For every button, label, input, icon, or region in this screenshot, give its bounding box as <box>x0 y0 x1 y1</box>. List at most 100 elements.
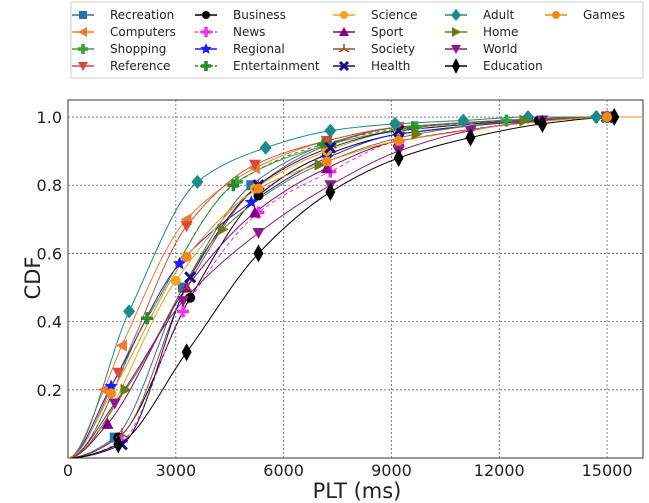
legend-label-sport: Sport <box>371 25 404 39</box>
series-markers <box>97 108 620 454</box>
tick-labels: 0 3000 6000 9000 12000 15000 0.2 0.4 0.6 0.8 1.0 <box>37 108 633 480</box>
legend-label-health: Health <box>371 59 410 73</box>
data-point-adult <box>457 113 470 128</box>
data-point-health <box>184 271 197 284</box>
data-point-games <box>602 112 613 123</box>
x-tick-label: 12000 <box>474 461 525 480</box>
data-point-regional <box>104 379 118 393</box>
data-point-society <box>115 428 129 439</box>
data-point-education <box>325 183 336 202</box>
legend-marker-computers <box>78 27 87 37</box>
legend-label-computers: Computers <box>110 25 176 39</box>
legend-marker-recreation <box>79 11 87 19</box>
legend-marker-science <box>340 11 348 19</box>
legend-label-news: News <box>233 25 265 39</box>
x-axis-label: PLT (ms) <box>313 479 402 503</box>
legend-label-home: Home <box>483 25 518 39</box>
y-axis-label: CDF <box>21 257 45 300</box>
data-point-home <box>411 128 423 141</box>
legend-label-world: World <box>483 42 517 56</box>
data-point-science <box>170 275 181 286</box>
data-point-adult <box>324 123 337 138</box>
legend-label-society: Society <box>371 42 415 56</box>
data-point-home <box>314 158 326 171</box>
data-point-adult <box>191 174 204 189</box>
data-point-entertainment <box>141 312 154 325</box>
plot-frame <box>67 99 644 459</box>
plot-area <box>67 99 644 459</box>
y-tick-label: 0.8 <box>37 176 62 195</box>
data-point-education <box>609 108 620 127</box>
data-point-world <box>252 227 265 239</box>
data-point-reference <box>248 159 261 171</box>
legend-label-entertainment: Entertainment <box>233 59 320 73</box>
data-point-education <box>393 148 404 167</box>
data-point-news <box>177 305 189 318</box>
data-point-games <box>181 251 192 262</box>
data-point-games <box>106 388 117 399</box>
data-point-education <box>465 128 476 147</box>
legend-marker-sport <box>339 27 349 36</box>
legend-marker-adult <box>451 9 461 21</box>
data-point-adult <box>259 140 272 155</box>
legend-label-adult: Adult <box>483 8 515 22</box>
legend-marker-home <box>452 27 461 37</box>
data-point-sport <box>101 417 114 429</box>
legend-marker-entertainment <box>201 61 211 71</box>
data-point-shopping <box>500 114 513 127</box>
legend-marker-society <box>338 44 350 53</box>
data-point-world <box>177 296 189 308</box>
data-point-games <box>321 156 332 167</box>
data-point-health <box>324 141 337 154</box>
series-line-education <box>67 116 643 459</box>
data-point-world <box>108 398 121 410</box>
legend-label-recreation: Recreation <box>110 8 174 22</box>
legend-marker-education <box>452 58 460 74</box>
data-point-games <box>253 183 264 194</box>
legend-marker-games <box>552 11 560 19</box>
data-point-home <box>519 114 531 127</box>
y-tick-label: 0.6 <box>37 244 62 263</box>
x-tick-label: 9000 <box>371 461 412 480</box>
data-point-regional <box>244 195 258 208</box>
data-point-education <box>253 244 264 263</box>
data-point-education <box>113 435 124 454</box>
data-point-entertainment <box>227 179 240 192</box>
x-tick-label: 6000 <box>263 461 304 480</box>
data-point-adult <box>590 110 603 125</box>
data-point-games <box>393 135 404 146</box>
data-point-education <box>537 114 548 133</box>
legend-marker-world <box>451 45 461 54</box>
legend-marker-regional <box>200 43 212 54</box>
legend-marker-business <box>202 11 210 19</box>
legend-marker-shopping <box>78 44 88 54</box>
data-point-education <box>181 343 192 362</box>
data-point-adult <box>389 116 402 131</box>
legend-marker-news <box>201 27 211 37</box>
legend: Recreation Computers Shopping Reference Busi… <box>70 1 644 79</box>
y-tick-label: 1.0 <box>37 108 62 127</box>
y-tick-label: 0.2 <box>37 381 62 400</box>
data-point-adult <box>123 304 136 319</box>
data-point-recreation <box>178 282 188 293</box>
legend-label-games: Games <box>583 8 625 22</box>
data-point-reference <box>112 367 125 379</box>
series-line-entertainment <box>67 116 643 459</box>
legend-marker-reference <box>78 62 88 71</box>
data-point-sport <box>248 206 261 218</box>
legend-label-reference: Reference <box>110 59 170 73</box>
data-point-sport <box>320 162 333 174</box>
data-point-reference <box>180 221 193 233</box>
legend-label-education: Education <box>483 59 543 73</box>
x-tick-label: 0 <box>63 461 73 480</box>
legend-marker-health <box>338 60 350 72</box>
data-point-regional <box>172 256 187 270</box>
data-point-business <box>185 292 196 303</box>
data-point-home <box>120 383 132 396</box>
x-tick-label: 15000 <box>582 461 633 480</box>
data-point-home <box>217 223 229 236</box>
y-tick-label: 0.4 <box>37 313 62 332</box>
data-point-computers <box>115 339 127 352</box>
legend-label-science: Science <box>371 8 418 22</box>
